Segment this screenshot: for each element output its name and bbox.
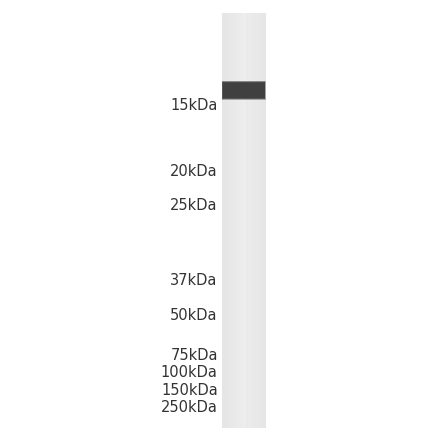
- Bar: [265, 13, 266, 428]
- Bar: [242, 13, 243, 428]
- Bar: [247, 13, 249, 428]
- Bar: [235, 13, 237, 428]
- Bar: [232, 13, 233, 428]
- Bar: [224, 13, 225, 428]
- Bar: [264, 13, 265, 428]
- Bar: [223, 83, 264, 98]
- Bar: [246, 13, 247, 428]
- Bar: [224, 83, 264, 97]
- Bar: [222, 81, 266, 100]
- Bar: [260, 13, 262, 428]
- Bar: [223, 83, 264, 97]
- Bar: [222, 82, 265, 99]
- Bar: [262, 13, 263, 428]
- Text: 75kDa: 75kDa: [170, 348, 218, 363]
- Bar: [251, 13, 252, 428]
- Bar: [223, 82, 265, 99]
- Bar: [257, 13, 259, 428]
- Bar: [254, 13, 255, 428]
- Text: 50kDa: 50kDa: [170, 308, 218, 323]
- Bar: [223, 13, 224, 428]
- Bar: [228, 13, 229, 428]
- Bar: [243, 13, 244, 428]
- Bar: [222, 13, 223, 428]
- Bar: [225, 13, 227, 428]
- Text: 250kDa: 250kDa: [161, 400, 218, 415]
- Bar: [223, 82, 265, 98]
- Bar: [224, 84, 264, 97]
- Bar: [222, 13, 266, 428]
- Bar: [250, 13, 251, 428]
- Text: 37kDa: 37kDa: [170, 273, 218, 288]
- Bar: [238, 13, 240, 428]
- Bar: [255, 13, 256, 428]
- Bar: [234, 13, 235, 428]
- Bar: [227, 13, 228, 428]
- Bar: [259, 13, 260, 428]
- Bar: [221, 81, 266, 100]
- Bar: [252, 13, 253, 428]
- Bar: [222, 82, 265, 99]
- Text: 15kDa: 15kDa: [170, 98, 218, 113]
- Bar: [231, 13, 232, 428]
- Text: 25kDa: 25kDa: [170, 198, 218, 213]
- Bar: [222, 81, 266, 100]
- Bar: [253, 13, 254, 428]
- Bar: [263, 13, 264, 428]
- Text: 20kDa: 20kDa: [170, 164, 218, 179]
- Bar: [233, 13, 234, 428]
- Bar: [223, 82, 265, 98]
- Bar: [244, 13, 245, 428]
- Text: 100kDa: 100kDa: [161, 365, 218, 380]
- Bar: [240, 13, 241, 428]
- Bar: [237, 13, 238, 428]
- Bar: [241, 13, 242, 428]
- Text: 150kDa: 150kDa: [161, 383, 218, 398]
- Bar: [229, 13, 230, 428]
- Bar: [230, 13, 231, 428]
